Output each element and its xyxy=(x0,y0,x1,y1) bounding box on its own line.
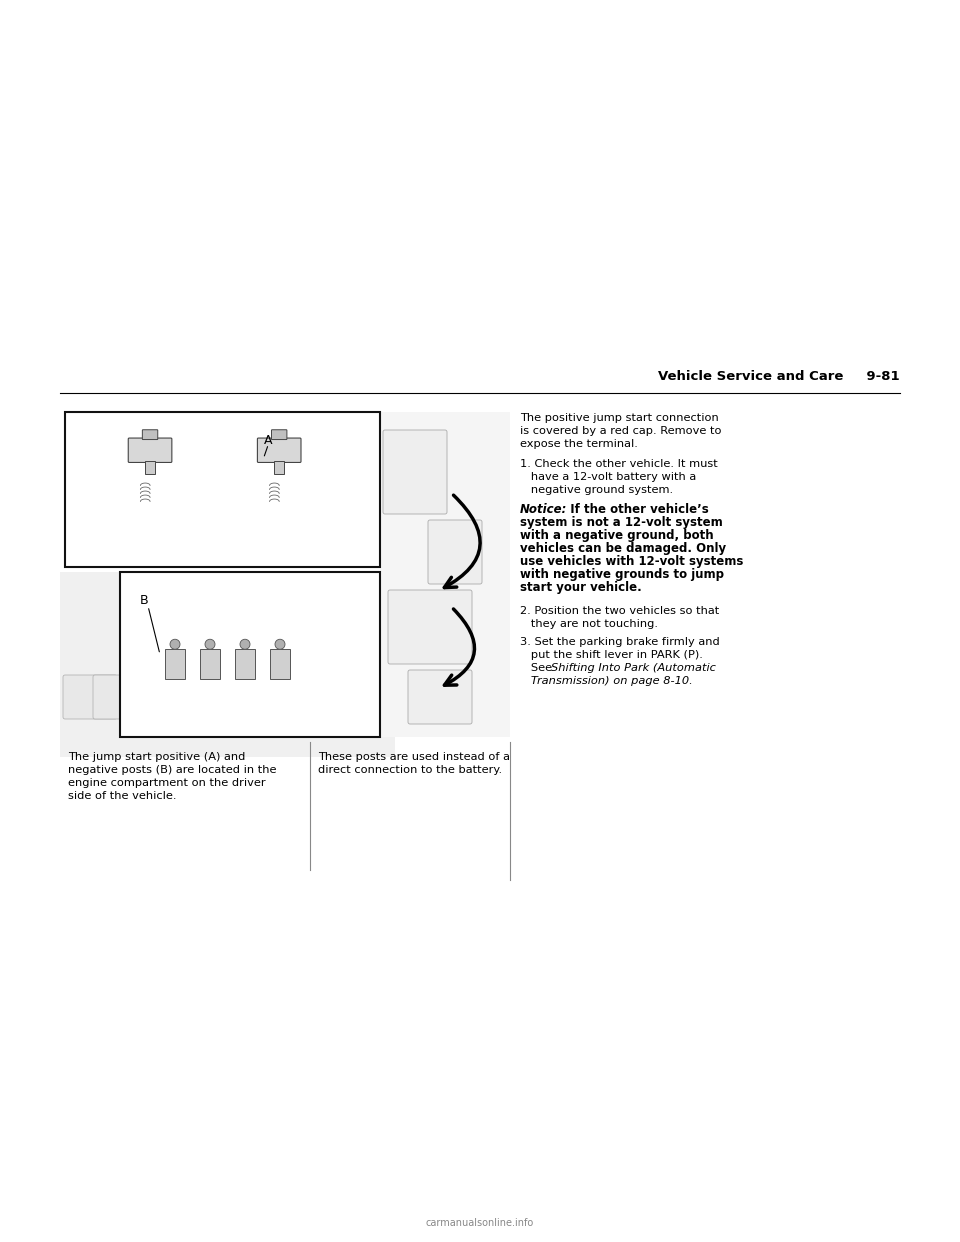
Circle shape xyxy=(205,640,215,650)
Text: Vehicle Service and Care     9-81: Vehicle Service and Care 9-81 xyxy=(659,370,900,383)
Text: The positive jump start connection: The positive jump start connection xyxy=(520,414,719,424)
Text: have a 12-volt battery with a: have a 12-volt battery with a xyxy=(520,472,696,482)
Bar xyxy=(270,650,290,679)
Text: 1. Check the other vehicle. It must: 1. Check the other vehicle. It must xyxy=(520,460,718,469)
Bar xyxy=(120,573,380,737)
Bar xyxy=(200,650,220,679)
Text: negative ground system.: negative ground system. xyxy=(520,484,673,496)
Text: negative posts (B) are located in the: negative posts (B) are located in the xyxy=(68,765,276,775)
FancyArrowPatch shape xyxy=(444,609,474,686)
Text: expose the terminal.: expose the terminal. xyxy=(520,438,637,450)
FancyBboxPatch shape xyxy=(63,674,117,719)
Text: carmanualsonline.info: carmanualsonline.info xyxy=(426,1218,534,1228)
Bar xyxy=(380,412,510,737)
Bar xyxy=(165,650,185,679)
Text: See: See xyxy=(520,663,556,673)
Text: with a negative ground, both: with a negative ground, both xyxy=(520,529,713,542)
Bar xyxy=(275,462,284,474)
FancyBboxPatch shape xyxy=(408,669,472,724)
FancyBboxPatch shape xyxy=(383,430,447,514)
FancyBboxPatch shape xyxy=(129,438,172,462)
Text: 3. Set the parking brake firmly and: 3. Set the parking brake firmly and xyxy=(520,637,720,647)
FancyBboxPatch shape xyxy=(93,674,147,719)
Text: A: A xyxy=(263,433,272,447)
Text: Shifting Into Park (Automatic: Shifting Into Park (Automatic xyxy=(551,663,715,673)
Text: start your vehicle.: start your vehicle. xyxy=(520,581,641,594)
Text: Transmission) on page 8-10.: Transmission) on page 8-10. xyxy=(520,676,693,686)
Text: vehicles can be damaged. Only: vehicles can be damaged. Only xyxy=(520,542,726,555)
Circle shape xyxy=(275,640,285,650)
FancyBboxPatch shape xyxy=(272,430,287,440)
Circle shape xyxy=(240,640,250,650)
Text: side of the vehicle.: side of the vehicle. xyxy=(68,791,177,801)
Bar xyxy=(145,462,155,474)
Text: 2. Position the two vehicles so that: 2. Position the two vehicles so that xyxy=(520,606,719,616)
FancyArrowPatch shape xyxy=(444,496,480,587)
Bar xyxy=(235,650,255,679)
FancyBboxPatch shape xyxy=(388,590,472,664)
FancyBboxPatch shape xyxy=(142,430,157,440)
Text: with negative grounds to jump: with negative grounds to jump xyxy=(520,568,724,581)
Text: they are not touching.: they are not touching. xyxy=(520,619,658,628)
FancyBboxPatch shape xyxy=(123,674,177,719)
Text: B: B xyxy=(140,594,149,607)
Text: is covered by a red cap. Remove to: is covered by a red cap. Remove to xyxy=(520,426,722,436)
Text: engine compartment on the driver: engine compartment on the driver xyxy=(68,777,266,787)
Text: The jump start positive (A) and: The jump start positive (A) and xyxy=(68,751,246,763)
Bar xyxy=(60,573,395,758)
Text: These posts are used instead of a: These posts are used instead of a xyxy=(318,751,510,763)
FancyBboxPatch shape xyxy=(428,520,482,584)
Text: Notice:: Notice: xyxy=(520,503,567,515)
Circle shape xyxy=(170,640,180,650)
Text: direct connection to the battery.: direct connection to the battery. xyxy=(318,765,502,775)
Text: If the other vehicle’s: If the other vehicle’s xyxy=(562,503,708,515)
Bar xyxy=(65,412,380,568)
Text: system is not a 12-volt system: system is not a 12-volt system xyxy=(520,515,723,529)
Text: use vehicles with 12-volt systems: use vehicles with 12-volt systems xyxy=(520,555,743,568)
FancyBboxPatch shape xyxy=(257,438,301,462)
Text: put the shift lever in PARK (P).: put the shift lever in PARK (P). xyxy=(520,650,703,660)
